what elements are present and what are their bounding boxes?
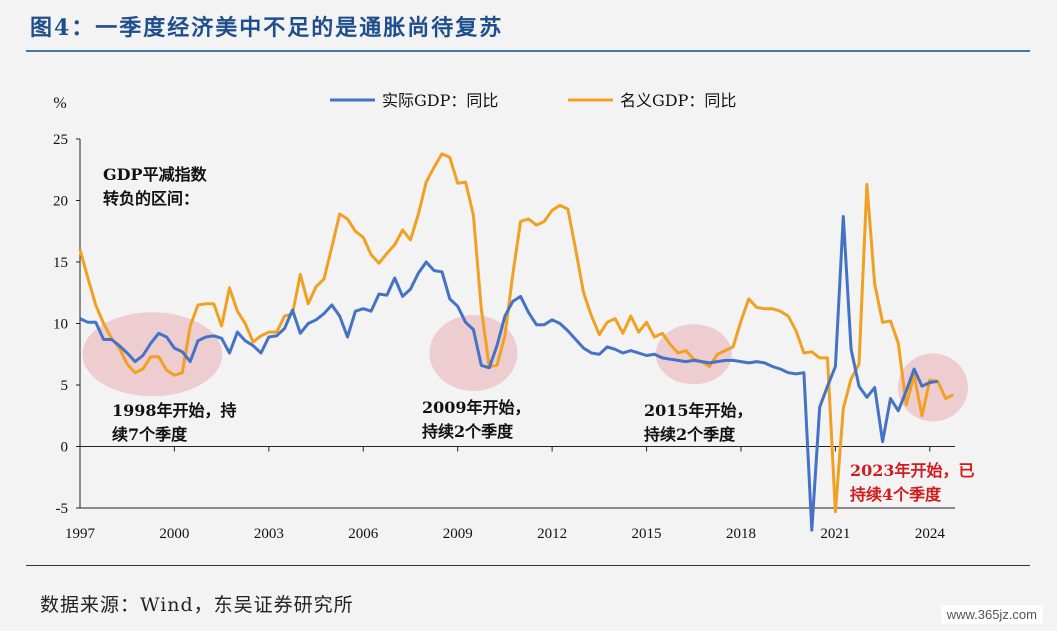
x-tick-label: 2003 (254, 526, 284, 542)
bottom-divider (26, 565, 1030, 566)
x-tick-label: 1997 (65, 526, 96, 542)
x-tick-label: 2012 (537, 526, 567, 542)
y-tick-label: 5 (61, 378, 69, 394)
x-tick-label: 2009 (443, 526, 473, 542)
annotation-text: GDP平减指数 (103, 165, 208, 184)
title-divider (26, 50, 1030, 52)
y-tick-label: 20 (53, 194, 68, 210)
annotation-text: 持续2个季度 (644, 425, 736, 444)
x-tick-label: 2000 (159, 526, 189, 542)
highlight-ellipse (82, 312, 223, 397)
highlight-ellipse (655, 324, 732, 385)
annotation-text: 续7个季度 (112, 425, 188, 444)
annotation-text: 2023年开始，已 (850, 461, 975, 480)
y-tick-label: 10 (53, 317, 68, 333)
y-tick-label: 15 (53, 255, 68, 271)
nominal-gdp-line (78, 152, 955, 514)
legend-label: 名义GDP：同比 (620, 91, 736, 110)
highlight-ellipse (429, 315, 518, 392)
x-tick-label: 2006 (348, 526, 379, 542)
y-tick-label: 25 (53, 132, 68, 148)
y-tick-label: 0 (61, 440, 69, 456)
annotation-text: 1998年开始，持 (112, 401, 237, 420)
gdp-growth-chart: -5 0 5 10 15 20 25 1997 2000 2003 2006 2009 2012 2015… (53, 91, 975, 542)
x-tick-label: 2018 (726, 526, 756, 542)
annotation-text: 2015年开始， (644, 401, 753, 420)
annotation-text: 转负的区间： (103, 189, 199, 208)
x-tick-label: 2024 (915, 526, 946, 542)
annotation-text: 2009年开始， (422, 398, 531, 417)
x-tick-label: 2021 (820, 526, 850, 542)
page-title: 图4：一季度经济美中不足的是通胀尚待复苏 (30, 15, 504, 41)
y-unit-label: % (53, 95, 66, 112)
watermark: www.365jz.com (940, 605, 1043, 624)
source-note: 数据来源：Wind，东吴证券研究所 (40, 594, 354, 616)
real-gdp-line (79, 215, 938, 532)
legend-label: 实际GDP：同比 (382, 91, 498, 110)
annotation-text: 持续4个季度 (850, 485, 942, 504)
x-tick-label: 2015 (632, 526, 662, 542)
annotation-text: 持续2个季度 (422, 422, 514, 441)
y-tick-label: -5 (56, 501, 69, 517)
